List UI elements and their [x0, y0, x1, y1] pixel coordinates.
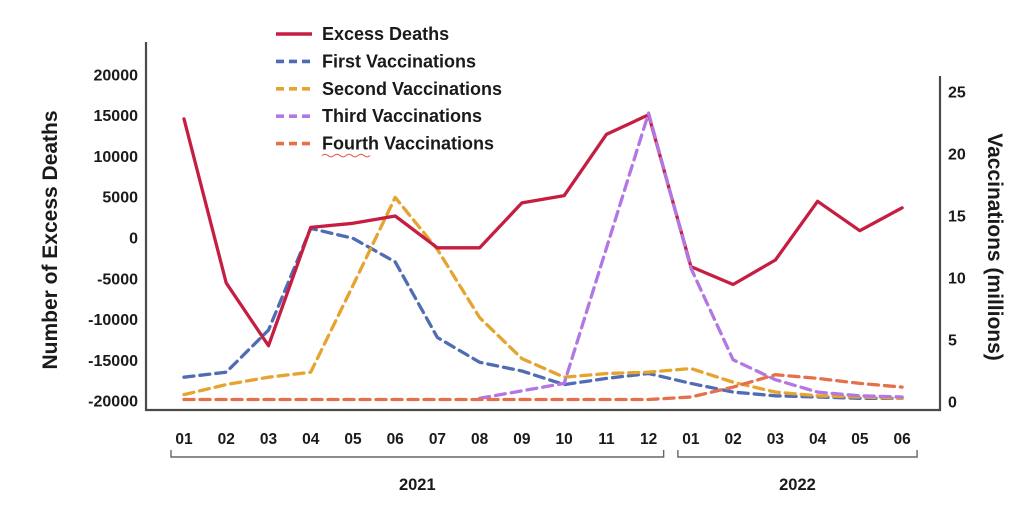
legend-label: Excess Deaths — [322, 24, 449, 44]
series-line-excess-deaths — [182, 113, 904, 348]
series-line-second-vaccinations — [182, 195, 904, 400]
month-label: 06 — [387, 431, 405, 448]
month-label: 04 — [809, 431, 827, 448]
legend-label: Second Vaccinations — [322, 79, 502, 99]
left-axis-title: Number of Excess Deaths — [39, 110, 62, 369]
right-tick-label: 5 — [948, 333, 957, 350]
left-tick-label: 5000 — [102, 190, 138, 207]
month-label: 02 — [218, 431, 235, 448]
series-line-fourth-vaccinations — [182, 373, 904, 402]
legend: Excess Deaths First Vaccinations Second Va… — [276, 24, 502, 158]
legend-label: Third Vaccinations — [322, 106, 482, 126]
right-tick-label: 25 — [948, 85, 966, 102]
left-tick-label: -10000 — [88, 312, 138, 329]
right-tick-label: 15 — [948, 209, 966, 226]
month-label: 03 — [767, 431, 785, 448]
legend-item-first-vaccinations: First Vaccinations — [276, 51, 476, 71]
legend-item-excess-deaths: Excess Deaths — [276, 24, 449, 44]
left-tick-label: -20000 — [88, 394, 138, 411]
axes-spines — [144, 42, 942, 412]
series-line-first-vaccinations — [182, 226, 904, 400]
month-label: 12 — [640, 431, 657, 448]
month-label: 02 — [724, 431, 741, 448]
right-axis-ticks: 25 20 15 10 5 0 — [948, 85, 966, 412]
year-bracket — [677, 450, 918, 458]
axis-titles: Number of Excess Deaths Vaccinations (mil… — [39, 110, 1006, 369]
series-lines — [182, 111, 904, 402]
spellcheck-underline — [321, 153, 371, 158]
left-tick-label: -15000 — [88, 353, 138, 370]
month-label: 05 — [344, 431, 362, 448]
x-axis-labels: 01 02 03 04 05 06 07 08 09 10 11 12 01 02 03 04 05 06 — [175, 431, 911, 448]
series-line-third-vaccinations — [478, 111, 904, 400]
month-label: 01 — [175, 431, 193, 448]
year-label: 2021 — [399, 476, 436, 494]
left-tick-label: 15000 — [94, 108, 139, 125]
left-tick-label: 0 — [129, 231, 138, 248]
legend-label: First Vaccinations — [322, 51, 476, 71]
month-label: 06 — [893, 431, 911, 448]
year-bracket — [170, 450, 665, 458]
left-tick-label: 10000 — [94, 149, 139, 166]
right-tick-label: 10 — [948, 271, 966, 288]
legend-item-fourth-vaccinations: Fourth Vaccinations — [276, 134, 494, 158]
month-label: 11 — [598, 431, 615, 448]
month-label: 04 — [302, 431, 320, 448]
right-axis-title: Vaccinations (millions) — [983, 133, 1006, 361]
left-tick-label: -5000 — [97, 271, 138, 288]
plot-frame — [144, 42, 942, 412]
year-brackets: 2021 2022 — [170, 450, 918, 494]
month-label: 08 — [471, 431, 489, 448]
month-label: 03 — [260, 431, 278, 448]
month-label: 05 — [851, 431, 869, 448]
legend-item-second-vaccinations: Second Vaccinations — [276, 79, 502, 99]
month-label: 07 — [429, 431, 446, 448]
left-axis-ticks: 20000 15000 10000 5000 0 -5000 -10000 -15000 -20… — [88, 67, 138, 410]
month-label: 01 — [682, 431, 700, 448]
year-label: 2022 — [779, 476, 816, 494]
legend-item-third-vaccinations: Third Vaccinations — [276, 106, 482, 126]
left-tick-label: 20000 — [94, 67, 139, 84]
legend-label: Fourth Vaccinations — [322, 134, 494, 154]
right-tick-label: 0 — [948, 395, 957, 412]
month-label: 10 — [556, 431, 573, 448]
right-tick-label: 20 — [948, 147, 966, 164]
month-label: 09 — [513, 431, 531, 448]
